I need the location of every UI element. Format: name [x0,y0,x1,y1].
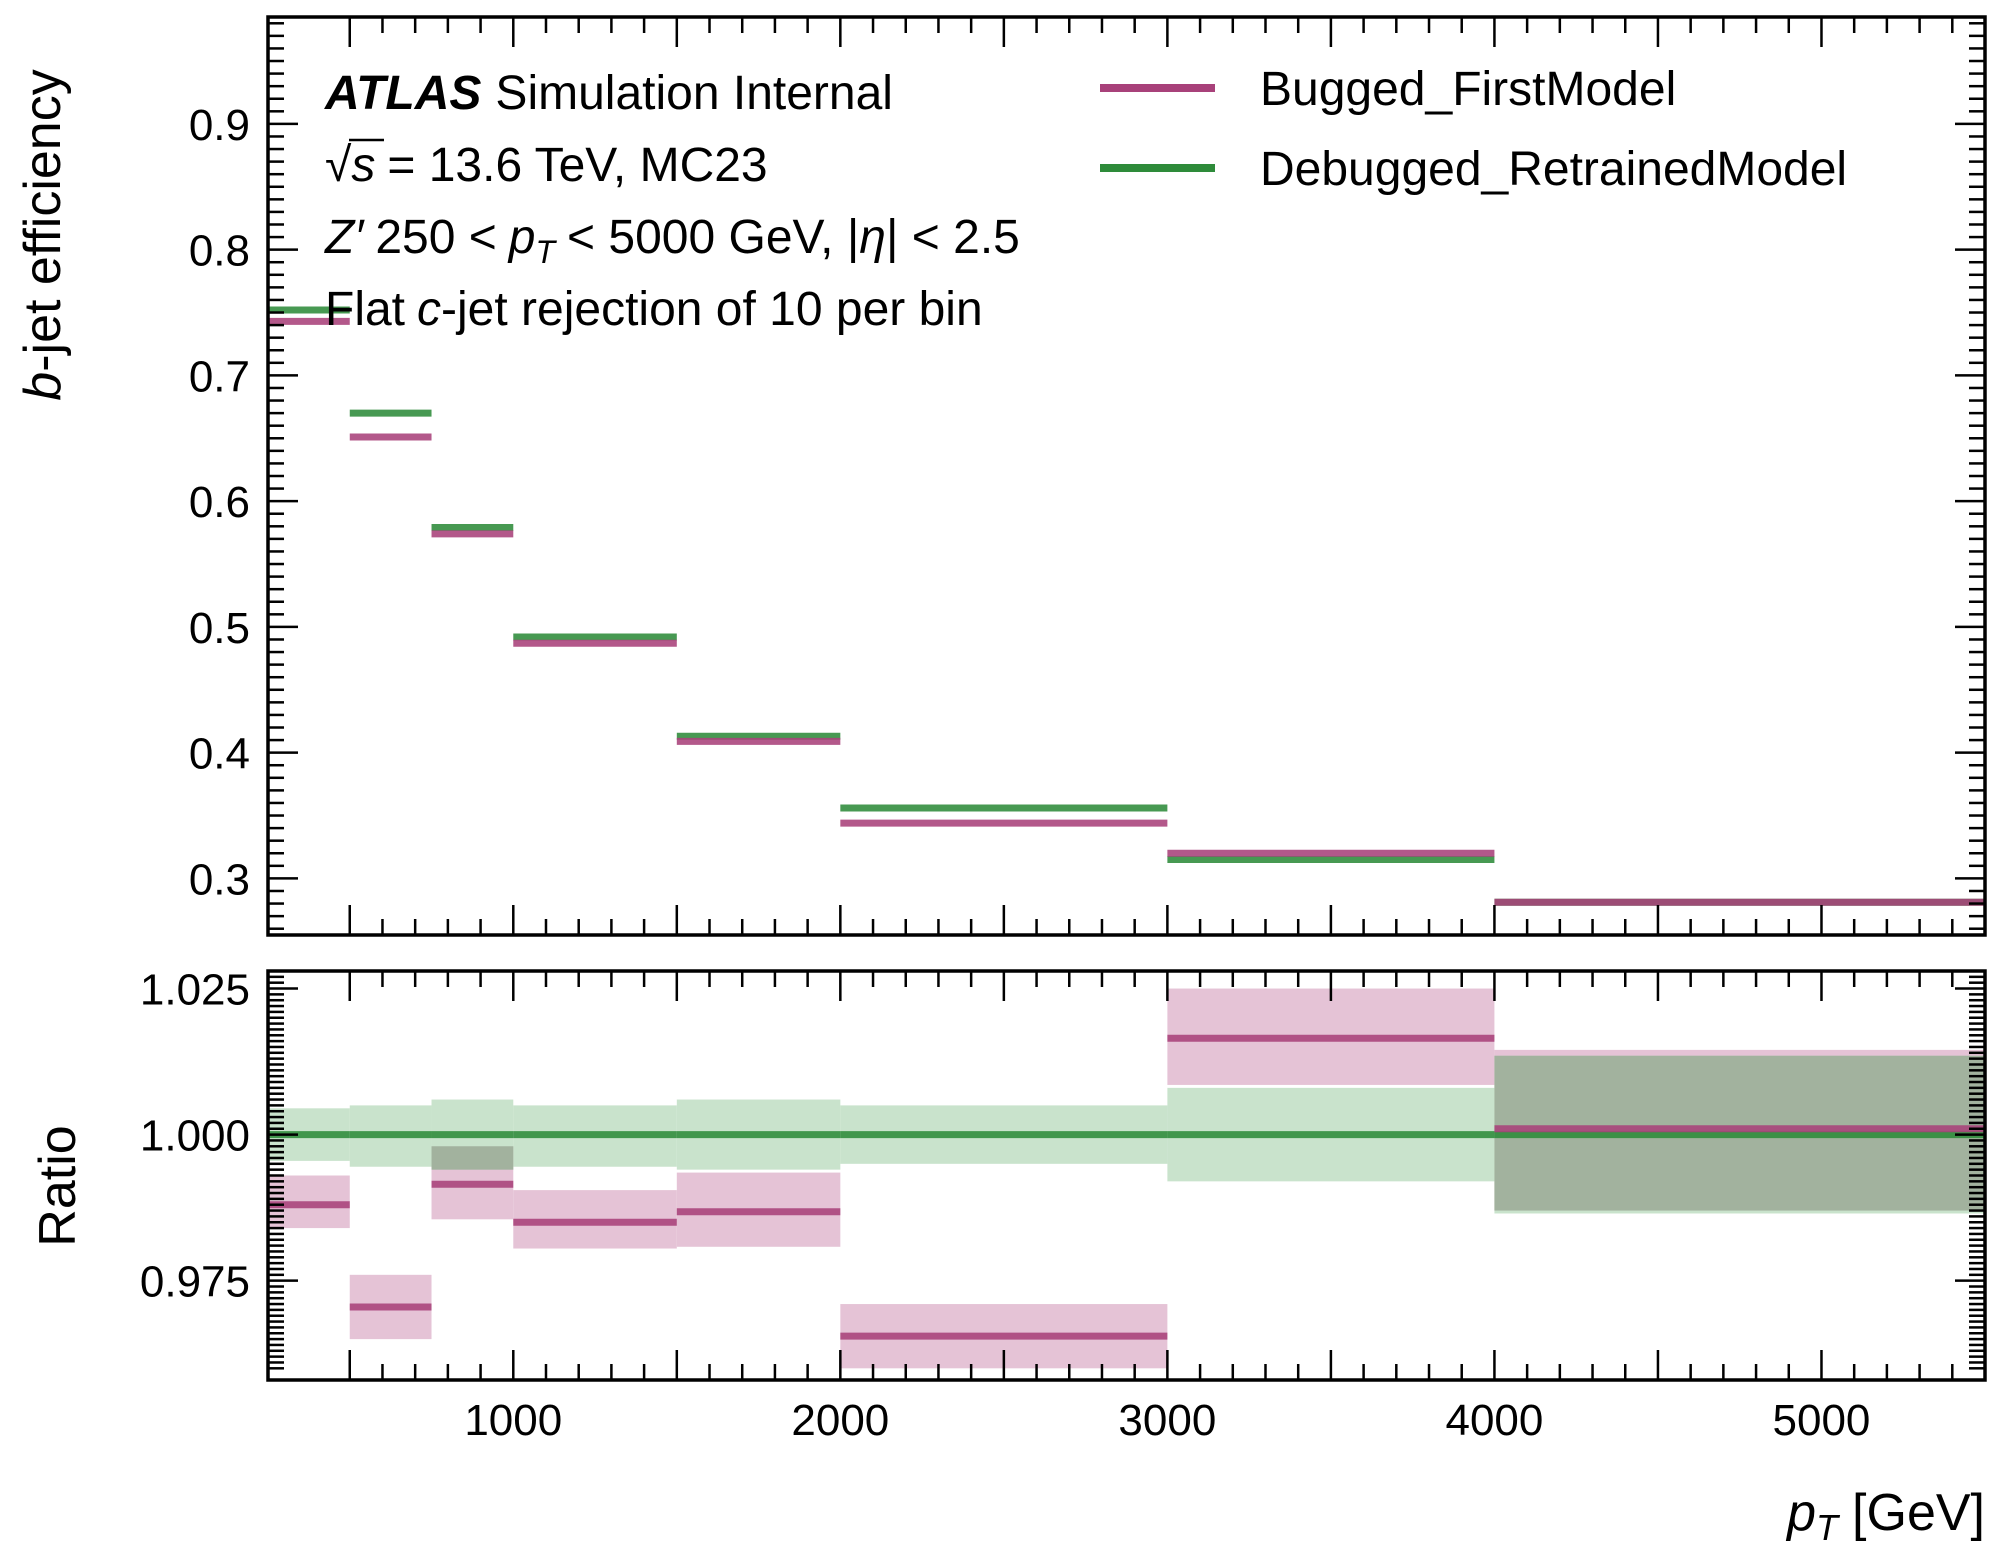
rejection-rest: -jet rejection of 10 per bin [441,283,983,336]
x-tick-label: 5000 [1773,1396,1871,1445]
ratio-y-tick-label: 1.000 [140,1112,250,1161]
atlas-status: Simulation Internal [495,67,893,120]
y-axis-title-rest: -jet efficiency [14,69,72,372]
x-tick-label: 3000 [1118,1396,1216,1445]
x-axis-title-p: p [1785,1484,1816,1542]
ratio-y-tick-label: 0.975 [140,1258,250,1307]
pt-range-end: < 5000 GeV, | [567,211,859,264]
rejection-c: c [417,283,441,336]
y-tick-label: 0.7 [189,352,250,401]
rejection-label: Flat c-jet rejection of 10 per bin [325,283,983,336]
x-axis-title-sub: T [1816,1507,1841,1548]
y-tick-label: 0.9 [189,101,250,150]
x-axis-title: pT [GeV] [1785,1484,1985,1548]
legend-label-bugged: Bugged_FirstModel [1260,63,1676,116]
atlas-bold: ATLAS [324,67,481,120]
legend-label-debugged: Debugged_RetrainedModel [1260,143,1847,196]
y-axis-title-ratio: Ratio [29,1125,87,1246]
ratio-y-tick-label: 1.025 [140,966,250,1015]
selection-label: Z′ 250 < pT < 5000 GeV, |η| < 2.5 [324,211,1020,270]
sqrt-s: s [351,139,375,192]
efficiency-panel-frame [266,15,1987,937]
y-tick-label: 0.5 [189,604,250,653]
pt-range-start: 250 < [375,211,496,264]
atlas-annotation: ATLAS Simulation Internal √s = 13.6 TeV, M… [324,67,1020,336]
y-tick-label: 0.4 [189,730,250,779]
x-tick-label: 4000 [1445,1396,1543,1445]
energy-value: = 13.6 TeV, MC23 [387,139,767,192]
rejection-flat: Flat [325,283,405,336]
y-axis-title-b: b [14,372,72,401]
zprime: Z′ [324,211,365,264]
eta-symbol: η [859,211,886,264]
sqrt-symbol: √ [325,139,352,192]
ratio-panel-frame [266,969,1987,1382]
atlas-label: ATLAS Simulation Internal [324,67,893,120]
ratio-band-overlap-2 [431,1146,514,1170]
x-tick-label: 1000 [464,1396,562,1445]
y-tick-label: 0.6 [189,478,250,527]
legend: Bugged_FirstModel Debugged_RetrainedMode… [1100,63,1847,196]
y-axis-title-efficiency: b-jet efficiency [14,69,72,400]
y-tick-label: 0.8 [189,227,250,276]
y-tick-label: 0.3 [189,855,250,904]
energy-label: √s = 13.6 TeV, MC23 [325,139,768,192]
eta-range: | < 2.5 [886,211,1020,264]
ratio-panel: 0.975 1.000 1.025 1000 2000 3000 4000 5000 Rat… [29,966,1987,1548]
pt-subscript: T [535,234,557,270]
efficiency-panel: 0.3 0.4 0.5 0.6 0.7 0.8 0.9 b-jet efficiency A… [14,15,1987,937]
x-axis-title-unit: [GeV] [1852,1484,1985,1542]
x-tick-label: 2000 [791,1396,889,1445]
pt-symbol: p [507,211,536,264]
